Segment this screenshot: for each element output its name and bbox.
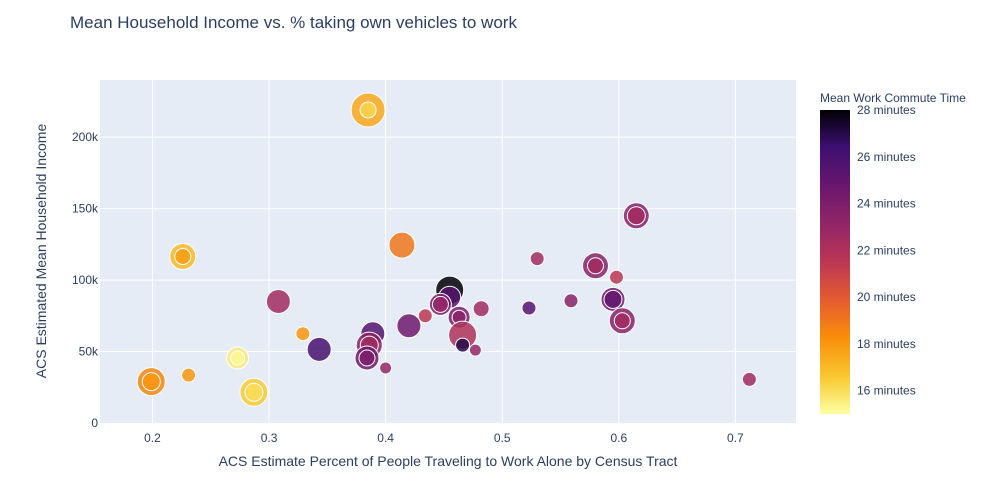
data-point[interactable] <box>417 308 433 324</box>
y-tick-label: 50k <box>79 345 99 359</box>
colorbar-tick-label: 28 minutes <box>857 103 916 117</box>
colorbar-title: Mean Work Commute Time <box>820 91 966 105</box>
data-point[interactable] <box>230 350 246 366</box>
data-point[interactable] <box>468 343 482 357</box>
colorbar-ticks: 16 minutes 18 minutes 20 minutes 22 minutes… <box>857 103 916 398</box>
data-point[interactable] <box>359 101 377 119</box>
colorbar-tick-label: 22 minutes <box>857 243 916 257</box>
data-point[interactable] <box>609 269 624 285</box>
chart-title: Mean Household Income vs. % taking own v… <box>70 13 517 32</box>
data-point[interactable] <box>587 257 604 275</box>
y-tick-label: 0 <box>91 416 98 430</box>
data-point[interactable] <box>529 251 545 267</box>
y-axis-label: ACS Estimated Mean Household Income <box>33 124 49 379</box>
data-point[interactable] <box>455 337 471 353</box>
colorbar-tick-label: 24 minutes <box>857 197 916 211</box>
data-point[interactable] <box>244 382 264 402</box>
data-point[interactable] <box>472 300 490 318</box>
data-point[interactable] <box>379 361 393 375</box>
x-axis-label: ACS Estimate Percent of People Traveling… <box>219 453 678 469</box>
data-point[interactable] <box>396 313 422 339</box>
data-point[interactable] <box>563 293 579 309</box>
colorbar-gradient <box>820 110 850 414</box>
colorbar-tick-label: 18 minutes <box>857 337 916 351</box>
y-axis-ticks: 0 50k 100k 150k 200k <box>72 130 99 430</box>
data-point[interactable] <box>306 336 332 362</box>
data-point[interactable] <box>181 367 197 383</box>
data-point[interactable] <box>388 231 416 259</box>
colorbar-tick-label: 26 minutes <box>857 150 916 164</box>
plot-area <box>100 80 796 423</box>
y-tick-label: 150k <box>72 202 99 216</box>
data-points <box>136 92 757 407</box>
data-point[interactable] <box>626 206 646 226</box>
colorbar-tick-label: 16 minutes <box>857 384 916 398</box>
y-tick-label: 100k <box>72 273 99 287</box>
data-point[interactable] <box>358 349 376 367</box>
x-tick-label: 0.3 <box>261 431 278 445</box>
colorbar-tick-label: 20 minutes <box>857 290 916 304</box>
data-point[interactable] <box>141 372 161 392</box>
x-axis-ticks: 0.2 0.3 0.4 0.5 0.6 0.7 <box>144 431 744 445</box>
x-tick-label: 0.4 <box>377 431 394 445</box>
data-point[interactable] <box>521 300 537 316</box>
x-tick-label: 0.6 <box>610 431 627 445</box>
data-point[interactable] <box>295 326 311 342</box>
data-point[interactable] <box>265 289 291 314</box>
x-tick-label: 0.2 <box>144 431 161 445</box>
colorbar: Mean Work Commute Time 16 minutes 18 minu… <box>820 91 966 414</box>
data-point[interactable] <box>603 289 623 309</box>
data-point[interactable] <box>174 248 192 265</box>
y-tick-label: 200k <box>72 130 99 144</box>
data-point[interactable] <box>741 371 757 387</box>
data-point[interactable] <box>431 295 449 313</box>
data-point[interactable] <box>613 312 631 330</box>
x-tick-label: 0.5 <box>494 431 511 445</box>
x-tick-label: 0.7 <box>727 431 744 445</box>
